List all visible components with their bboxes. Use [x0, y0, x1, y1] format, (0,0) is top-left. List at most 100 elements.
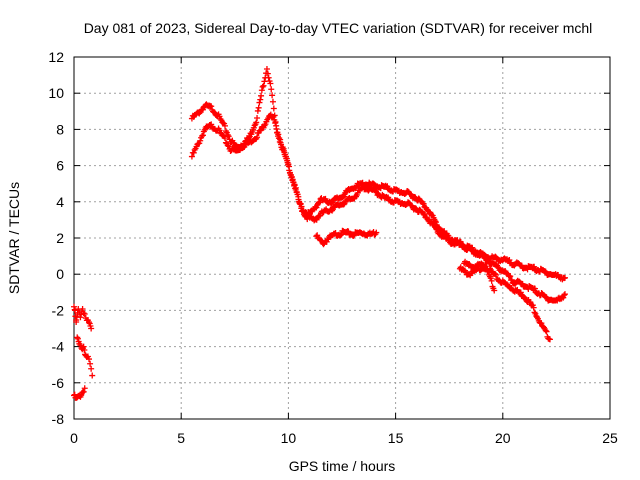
data-point	[255, 104, 262, 111]
data-point	[199, 132, 206, 139]
data-point	[530, 304, 537, 311]
data-point	[224, 142, 231, 149]
data-point	[531, 285, 538, 292]
y-tick-label: 0	[56, 266, 64, 282]
data-point	[254, 134, 261, 141]
data-point	[492, 271, 499, 278]
data-point	[272, 120, 279, 127]
data-point	[270, 105, 277, 112]
y-axis-label: SDTVAR / TECUs	[6, 182, 22, 294]
data-point	[286, 163, 293, 170]
data-point	[483, 263, 490, 270]
data-point	[208, 103, 215, 110]
data-point	[81, 347, 88, 354]
data-point	[74, 335, 81, 342]
data-point	[270, 113, 277, 120]
y-tick-label: -6	[52, 375, 65, 391]
data-point	[256, 99, 263, 106]
data-point	[546, 336, 553, 343]
data-point	[508, 276, 515, 283]
x-tick-label: 0	[70, 430, 78, 446]
data-point	[273, 122, 280, 129]
data-point	[280, 147, 287, 154]
series-segment-dip	[456, 260, 498, 294]
data-point	[81, 385, 88, 392]
data-point	[253, 119, 260, 126]
data-point	[267, 80, 274, 87]
data-point	[300, 207, 307, 214]
data-point	[339, 194, 346, 201]
data-point	[241, 143, 248, 150]
series-early-a	[71, 303, 95, 332]
series-upper	[188, 65, 568, 283]
chart-title: Day 081 of 2023, Sidereal Day-to-day VTE…	[84, 20, 593, 36]
data-point	[289, 176, 296, 183]
data-point	[269, 98, 276, 105]
series-segment-late	[461, 258, 553, 343]
data-point	[197, 137, 204, 144]
data-point	[80, 388, 87, 395]
data-points	[71, 65, 568, 401]
data-point	[561, 274, 568, 281]
data-point	[492, 270, 499, 277]
data-point	[257, 127, 264, 134]
y-tick-label: -8	[52, 411, 65, 427]
data-point	[81, 311, 88, 318]
y-tick-label: 10	[48, 85, 64, 101]
data-point	[264, 70, 271, 77]
data-point	[488, 277, 495, 284]
data-point	[265, 74, 272, 81]
data-point	[542, 327, 549, 334]
data-point	[79, 305, 86, 312]
data-point	[217, 115, 224, 122]
data-point	[259, 83, 266, 90]
data-point	[337, 232, 344, 239]
y-tick-label: 8	[56, 121, 64, 137]
data-point	[274, 129, 281, 136]
grid	[74, 57, 610, 419]
data-point	[288, 173, 295, 180]
y-tick-label: 4	[56, 194, 64, 210]
y-tick-label: 2	[56, 230, 64, 246]
data-point	[291, 181, 298, 188]
data-point	[199, 132, 206, 139]
data-point	[275, 135, 282, 142]
data-point	[224, 131, 231, 138]
data-point	[482, 260, 489, 267]
y-axis-ticks: -8 -6 -4 -2 0 2 4 6 8 10 12	[48, 49, 610, 427]
data-point	[538, 320, 545, 327]
data-point	[373, 229, 380, 236]
data-point	[251, 122, 258, 129]
x-tick-label: 15	[388, 430, 404, 446]
x-tick-label: 25	[602, 430, 618, 446]
data-point	[72, 307, 79, 314]
x-axis-label: GPS time / hours	[289, 458, 396, 474]
data-point	[87, 360, 94, 367]
data-point	[284, 157, 291, 164]
data-point	[543, 328, 550, 335]
data-point	[295, 193, 302, 200]
data-point	[86, 356, 93, 363]
data-point	[517, 289, 524, 296]
data-point	[188, 153, 195, 160]
data-point	[89, 372, 96, 379]
data-point	[260, 82, 267, 89]
data-point	[77, 314, 84, 321]
data-point	[263, 65, 270, 72]
data-point	[208, 121, 215, 128]
data-point	[561, 292, 568, 299]
x-tick-label: 20	[495, 430, 511, 446]
data-point	[73, 318, 80, 325]
data-point	[88, 365, 95, 372]
data-point	[261, 78, 268, 85]
data-point	[298, 203, 305, 210]
data-point	[420, 200, 427, 207]
data-point	[88, 325, 95, 332]
data-point	[221, 122, 228, 129]
series-early-b	[72, 307, 96, 379]
series-early-c	[71, 385, 88, 401]
data-point	[531, 263, 538, 270]
y-tick-label: -2	[52, 302, 65, 318]
data-point	[269, 92, 276, 99]
